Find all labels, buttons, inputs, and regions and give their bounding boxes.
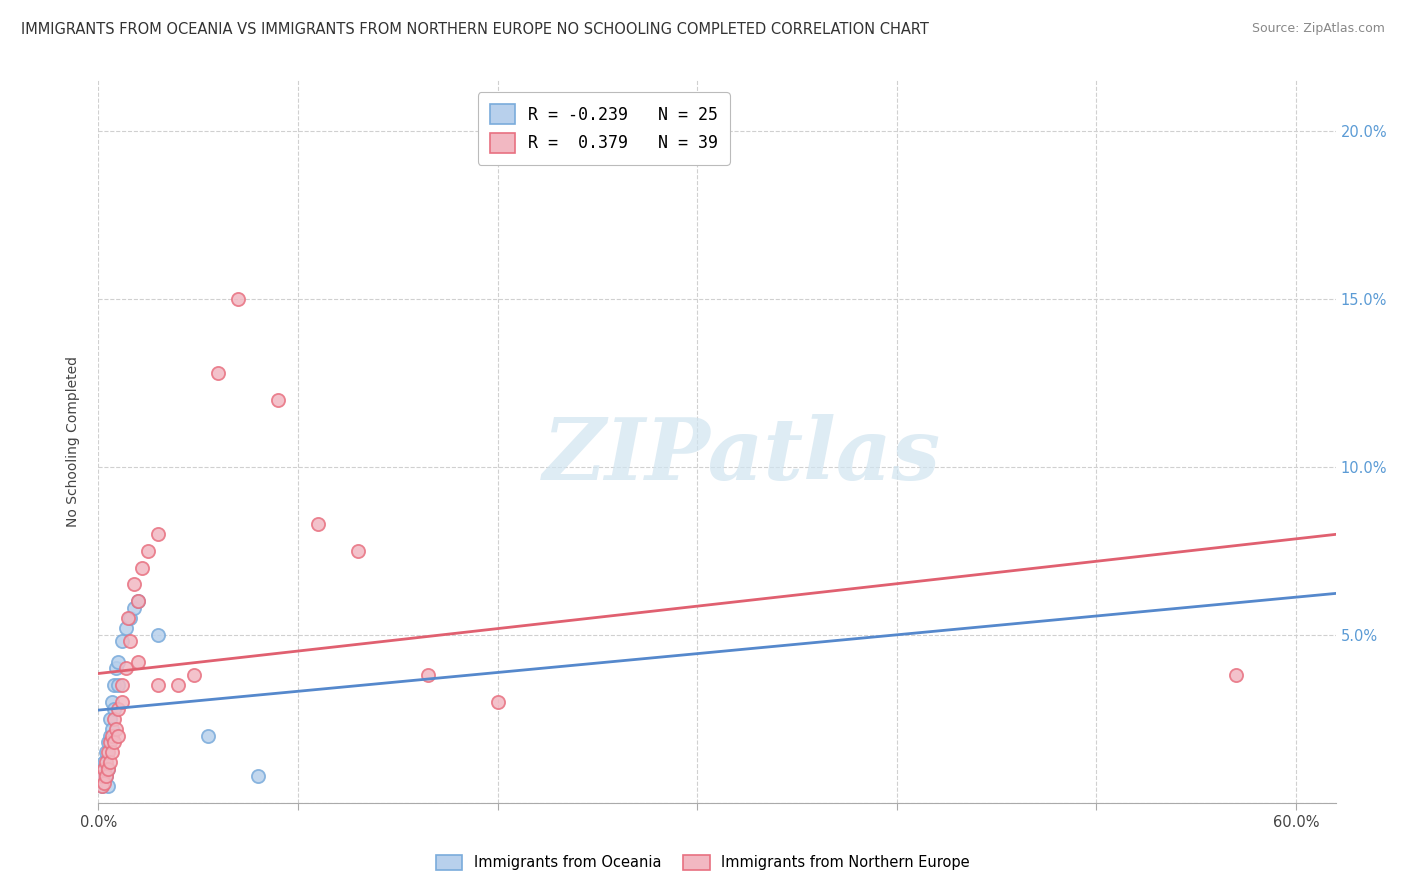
Point	[131, 560, 153, 574]
Point	[115, 661, 138, 675]
Point	[105, 661, 128, 675]
Legend: R = -0.239   N = 25, R =  0.379   N = 39: R = -0.239 N = 25, R = 0.379 N = 39	[478, 92, 730, 164]
Point	[100, 729, 122, 743]
Point	[101, 722, 124, 736]
Point	[136, 543, 159, 558]
Point	[148, 678, 170, 692]
Point	[97, 735, 120, 749]
Point	[96, 769, 118, 783]
Point	[91, 779, 114, 793]
Point	[96, 756, 118, 770]
Point	[105, 722, 128, 736]
Y-axis label: No Schooling Completed: No Schooling Completed	[66, 356, 80, 527]
Point	[120, 634, 142, 648]
Point	[100, 756, 122, 770]
Point	[91, 769, 114, 783]
Text: ZIPatlas: ZIPatlas	[543, 414, 941, 498]
Point	[93, 756, 115, 770]
Point	[307, 516, 329, 531]
Point	[93, 762, 115, 776]
Point	[124, 600, 146, 615]
Point	[207, 366, 229, 380]
Point	[93, 769, 115, 783]
Point	[103, 735, 125, 749]
Point	[101, 695, 124, 709]
Point	[183, 668, 205, 682]
Point	[103, 678, 125, 692]
Point	[101, 745, 124, 759]
Point	[100, 712, 122, 726]
Point	[96, 745, 118, 759]
Point	[486, 695, 509, 709]
Point	[226, 292, 249, 306]
Point	[347, 543, 370, 558]
Text: IMMIGRANTS FROM OCEANIA VS IMMIGRANTS FROM NORTHERN EUROPE NO SCHOOLING COMPLETE: IMMIGRANTS FROM OCEANIA VS IMMIGRANTS FR…	[21, 22, 929, 37]
Point	[97, 745, 120, 759]
Point	[197, 729, 219, 743]
Point	[127, 655, 149, 669]
Point	[127, 594, 149, 608]
Point	[111, 634, 134, 648]
Point	[1225, 668, 1247, 682]
Point	[103, 702, 125, 716]
Point	[107, 702, 129, 716]
Point	[97, 762, 120, 776]
Point	[127, 594, 149, 608]
Point	[117, 611, 139, 625]
Point	[124, 577, 146, 591]
Text: Source: ZipAtlas.com: Source: ZipAtlas.com	[1251, 22, 1385, 36]
Point	[97, 779, 120, 793]
Point	[148, 628, 170, 642]
Point	[107, 729, 129, 743]
Point	[107, 655, 129, 669]
Point	[247, 769, 270, 783]
Point	[115, 621, 138, 635]
Point	[91, 779, 114, 793]
Point	[100, 735, 122, 749]
Legend: Immigrants from Oceania, Immigrants from Northern Europe: Immigrants from Oceania, Immigrants from…	[430, 848, 976, 876]
Point	[93, 775, 115, 789]
Point	[97, 762, 120, 776]
Point	[120, 611, 142, 625]
Point	[96, 769, 118, 783]
Point	[267, 392, 290, 407]
Point	[111, 678, 134, 692]
Point	[416, 668, 439, 682]
Point	[101, 729, 124, 743]
Point	[107, 678, 129, 692]
Point	[111, 695, 134, 709]
Point	[103, 712, 125, 726]
Point	[148, 527, 170, 541]
Point	[167, 678, 190, 692]
